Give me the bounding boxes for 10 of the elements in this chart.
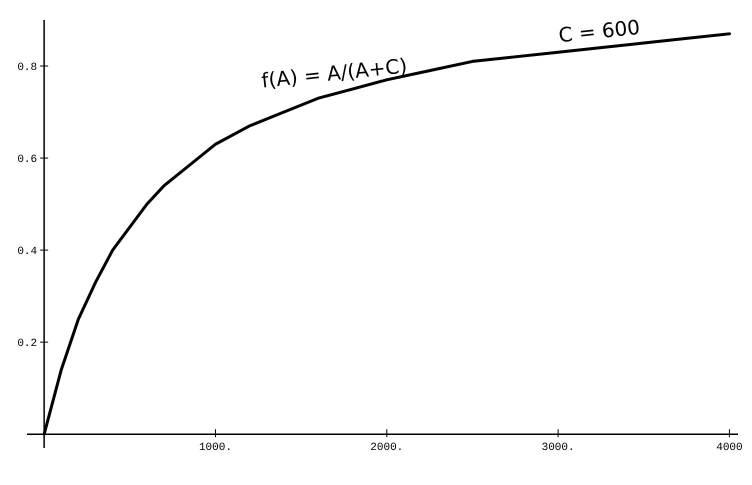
x-tick-label: 2000. — [370, 442, 404, 454]
x-tick-label: 3000. — [542, 442, 575, 454]
x-tick-label: 1000. — [198, 442, 232, 454]
y-tick-label: 0.8 — [17, 62, 38, 74]
y-tick-label: 0.6 — [17, 154, 38, 166]
y-tick-label: 0.2 — [17, 338, 38, 350]
y-tick-label: 0.4 — [17, 246, 38, 258]
annotation: f(A) = A/(A+C) — [260, 53, 408, 93]
x-tick-label: 4000 — [716, 442, 743, 454]
annotation: C = 600 — [557, 14, 642, 48]
